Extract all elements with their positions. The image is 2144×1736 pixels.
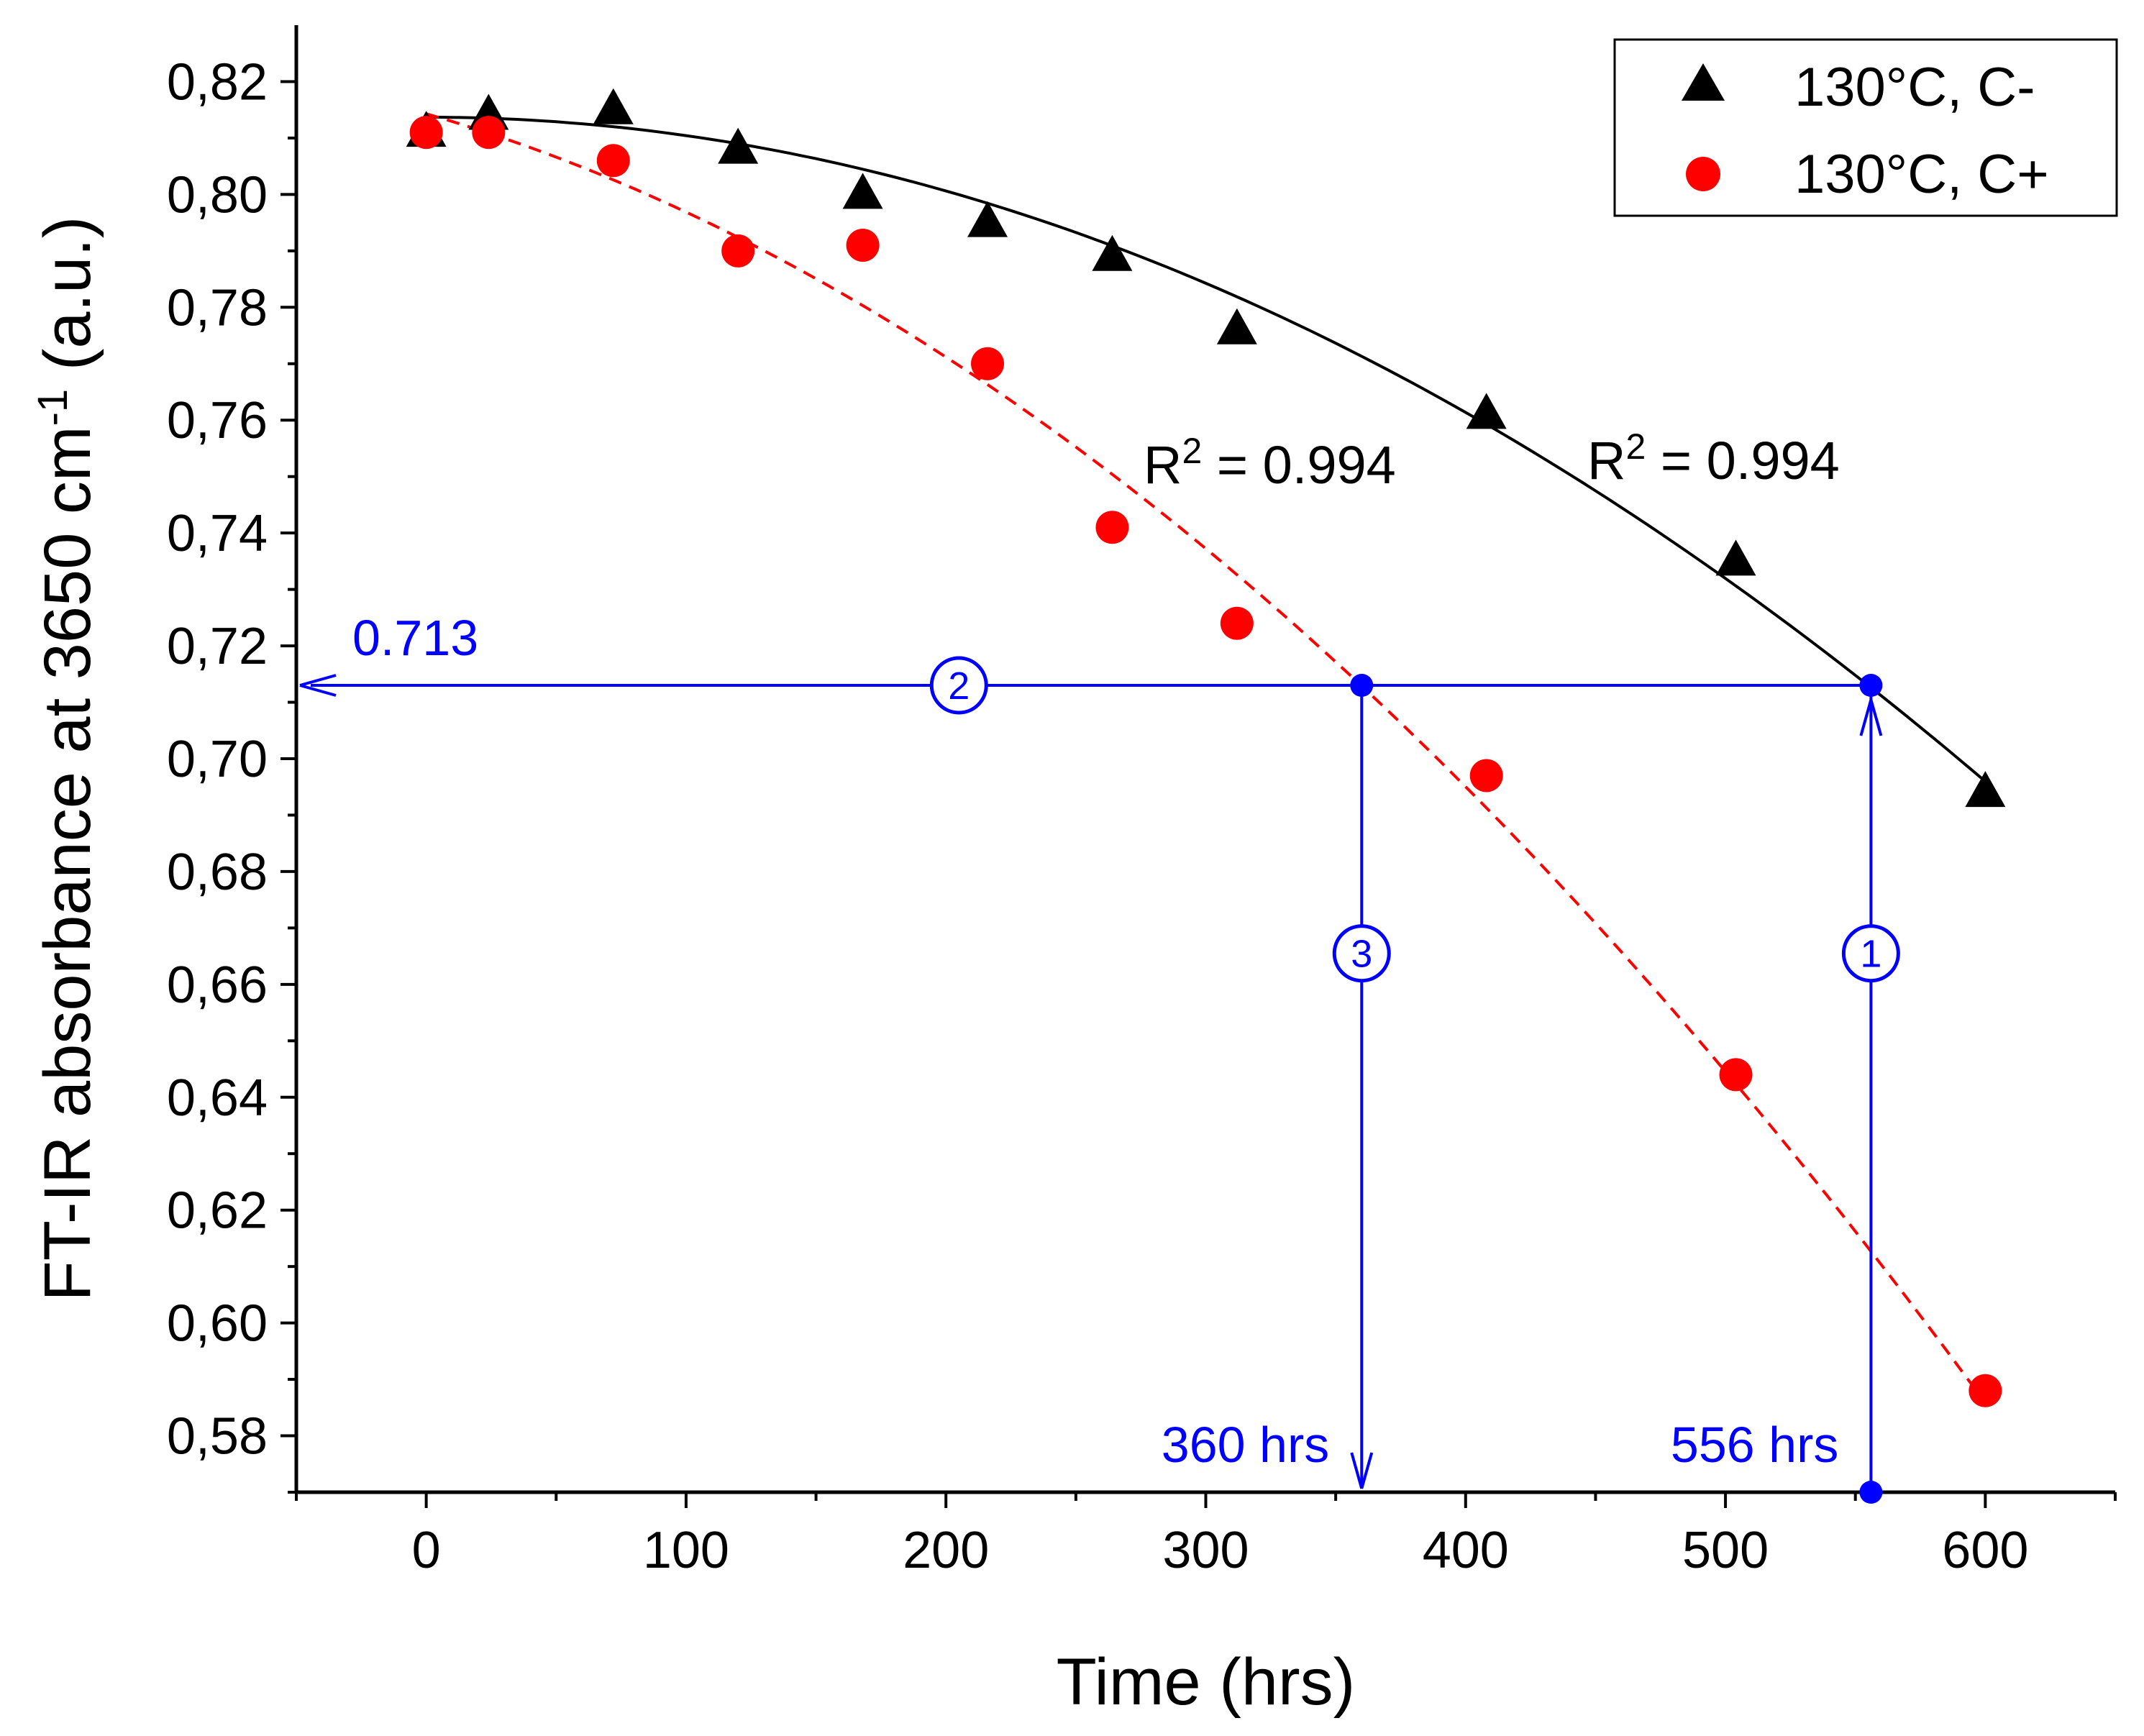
x-tick-label: 300 <box>1162 1522 1249 1579</box>
y-tick-label: 0,60 <box>167 1295 268 1353</box>
data-point-c-plus <box>596 144 630 178</box>
y-tick-label: 0,80 <box>167 166 268 224</box>
c-minus-intersection-point <box>1859 674 1883 697</box>
y-tick-label: 0,64 <box>167 1069 268 1127</box>
y-tick-label: 0,68 <box>167 844 268 901</box>
c-minus-time-label: 556 hrs <box>1671 1417 1838 1473</box>
legend: 130°C, C- 130°C, C+ <box>1613 38 2118 217</box>
threshold-value-label: 0.713 <box>352 610 478 666</box>
data-point-c-plus <box>971 347 1005 380</box>
y-axis-title-unit: (a.u.) <box>31 216 104 389</box>
c-plus-time-label: 360 hrs <box>1162 1417 1329 1473</box>
annotations: 0.713 556 hrs 360 hrs 1 2 3 <box>299 610 1900 1504</box>
data-point-c-minus <box>1715 539 1756 576</box>
data-point-c-minus <box>842 173 883 209</box>
y-ticks: 0,58 0,60 0,62 0,64 0,66 0,68 0,70 0,72 0,74 0,76… <box>167 53 296 1494</box>
step-2-badge <box>929 656 988 715</box>
y-tick-label: 0,78 <box>167 279 268 337</box>
c-plus-arrow-head <box>1350 1452 1374 1489</box>
r2-label-c-plus: R2 = 0.994 <box>1144 431 1396 495</box>
y-axis-title-superscript: -1 <box>29 389 76 426</box>
c-minus-arrow-head <box>1859 699 1883 736</box>
legend-label-c-minus: 130°C, C- <box>1794 57 2035 118</box>
y-tick-label: 0,58 <box>167 1408 268 1466</box>
data-point-c-plus <box>1469 759 1503 792</box>
data-point-c-plus <box>1969 1374 2002 1407</box>
data-point-c-plus <box>1095 511 1129 544</box>
data-point-c-minus <box>593 88 634 124</box>
x-tick-label: 400 <box>1423 1522 1509 1579</box>
y-tick-label: 0,76 <box>167 392 268 449</box>
x-tick-label: 0 <box>412 1522 441 1579</box>
data-point-c-minus <box>1965 771 2006 808</box>
r2-c-plus-sup: 2 <box>1182 431 1202 471</box>
data-point-c-minus <box>967 201 1008 237</box>
x-ticks: 0 100 200 300 400 500 600 <box>295 1492 2117 1579</box>
y-tick-label: 0,62 <box>167 1182 268 1240</box>
legend-label-c-plus: 130°C, C+ <box>1794 144 2049 205</box>
step-1-badge <box>1841 924 1900 983</box>
x-tick-label: 500 <box>1682 1522 1769 1579</box>
step-1-badge-number: 1 <box>1860 933 1881 976</box>
r2-c-minus-r: R <box>1587 431 1625 490</box>
data-point-c-plus <box>846 229 880 262</box>
y-tick-label: 0,70 <box>167 731 268 788</box>
x-tick-label: 600 <box>1942 1522 2028 1579</box>
r2-c-plus-r: R <box>1144 435 1182 495</box>
y-axis-title: FT-IR absorbance at 3650 cm-1 (a.u.) <box>29 216 105 1302</box>
step-3-badge <box>1332 924 1391 983</box>
r2-c-plus-value: = 0.994 <box>1202 435 1396 495</box>
y-tick-label: 0,74 <box>167 505 268 562</box>
step-2-badge-number: 2 <box>948 664 970 708</box>
threshold-arrow-head <box>299 674 337 697</box>
y-tick-label: 0,72 <box>167 618 268 675</box>
c-plus-intersection-point <box>1350 674 1374 697</box>
r2-label-c-minus: R2 = 0.994 <box>1587 426 1840 490</box>
fit-line-c-plus <box>426 112 1987 1404</box>
legend-marker-c-plus <box>1686 157 1720 191</box>
data-point-c-plus <box>472 116 506 150</box>
r2-c-minus-value: = 0.994 <box>1646 431 1840 490</box>
fit-lines <box>426 112 1987 1404</box>
data-point-c-plus <box>721 234 755 268</box>
fit-line-c-minus <box>426 115 1986 783</box>
x-tick-label: 100 <box>643 1522 729 1579</box>
data-point-c-plus <box>1220 606 1254 640</box>
y-axis-title-main: FT-IR absorbance at 3650 cm <box>31 426 104 1301</box>
y-tick-label: 0,66 <box>167 956 268 1014</box>
x-tick-label: 200 <box>903 1522 989 1579</box>
data-point-c-minus <box>1092 234 1133 271</box>
axes: 0,58 0,60 0,62 0,64 0,66 0,68 0,70 0,72 0,74 0,76… <box>167 25 2117 1579</box>
r2-c-minus-sup: 2 <box>1625 426 1646 467</box>
data-point-c-minus <box>718 127 759 164</box>
data-point-c-minus <box>1216 308 1257 344</box>
data-point-c-plus <box>409 116 443 150</box>
x-axis-title: Time (hrs) <box>1057 1645 1356 1719</box>
c-minus-axis-point <box>1859 1481 1883 1504</box>
data-point-c-plus <box>1719 1058 1753 1092</box>
data-point-c-minus <box>1466 393 1507 429</box>
step-3-badge-number: 3 <box>1351 933 1372 976</box>
y-tick-label: 0,82 <box>167 53 268 111</box>
legend-marker-c-minus <box>1682 63 1725 101</box>
markers <box>406 88 2006 1407</box>
